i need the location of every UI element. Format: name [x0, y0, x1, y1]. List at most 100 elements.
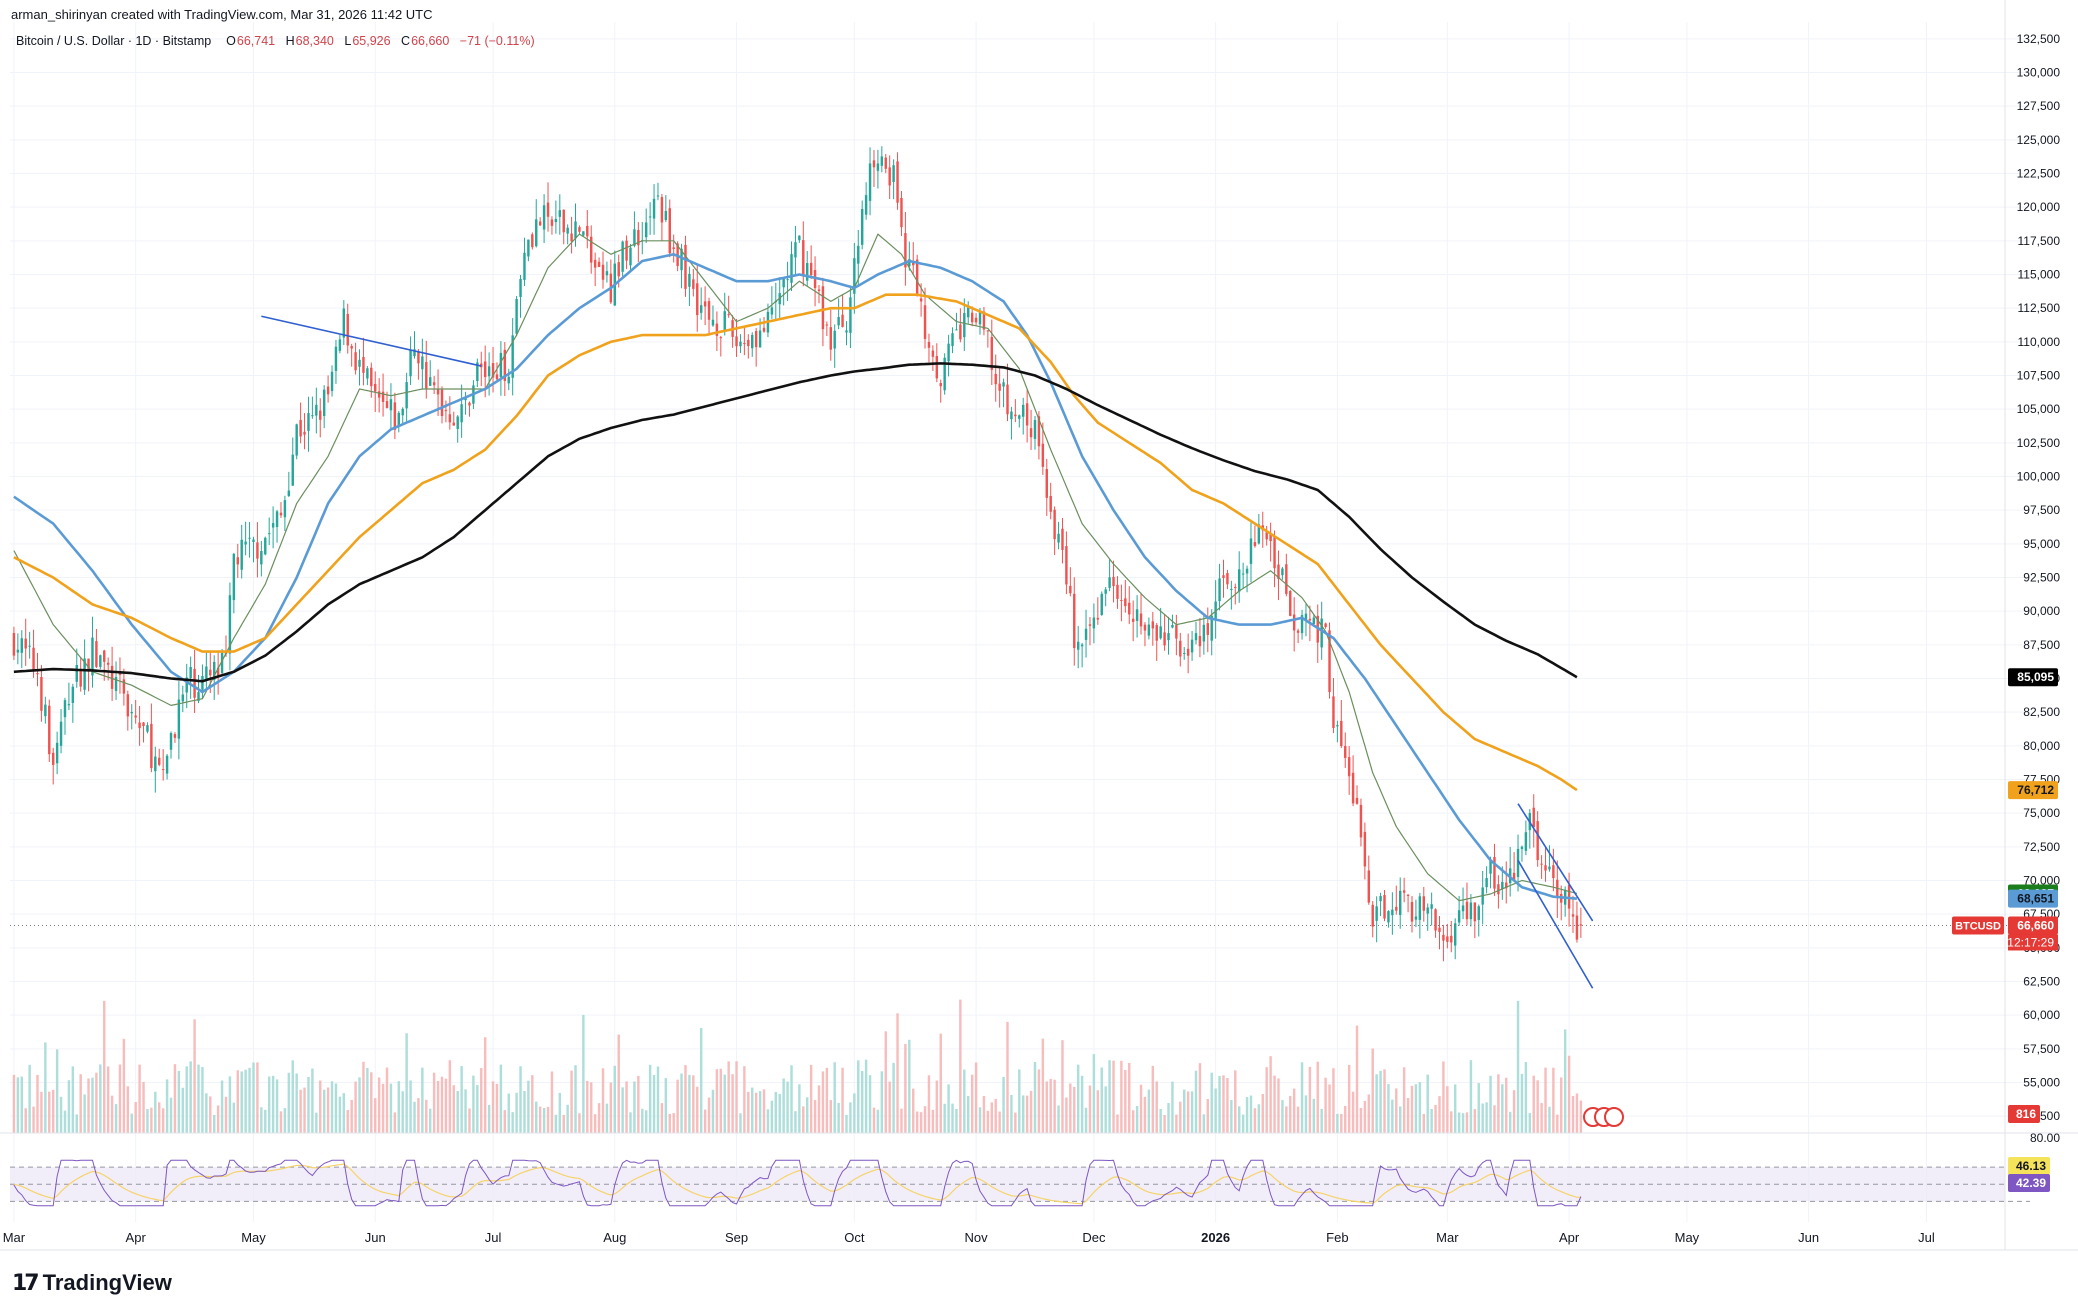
candle-body: [515, 298, 518, 334]
candle-body: [629, 247, 632, 266]
y-tick-label: 112,500: [2018, 301, 2061, 315]
volume-bar: [778, 1093, 781, 1133]
volume-bar: [483, 1037, 487, 1133]
volume-bar: [138, 1064, 141, 1133]
volume-bar: [417, 1098, 420, 1133]
volume-bar: [1434, 1104, 1437, 1133]
candle-body: [939, 383, 942, 387]
candle-body: [963, 313, 966, 338]
tradingview-logo[interactable]: 17 TradingView: [12, 1270, 172, 1296]
volume-bar: [860, 1071, 864, 1133]
candle-body: [986, 330, 990, 332]
candle-body: [440, 389, 444, 417]
volume-bar: [609, 1082, 613, 1133]
volume-bar: [1418, 1082, 1422, 1133]
volume-bar: [362, 1061, 365, 1133]
volume-bar: [260, 1107, 263, 1133]
candle-body: [959, 324, 962, 340]
volume-bar: [1155, 1081, 1158, 1133]
volume-bar: [1347, 1064, 1351, 1133]
volume-bar: [409, 1080, 412, 1133]
volume-bar: [287, 1072, 291, 1133]
volume-bar: [578, 1113, 581, 1133]
volume-bar: [931, 1109, 935, 1133]
volume-bar: [1163, 1114, 1166, 1133]
volume-bar: [648, 1064, 652, 1133]
volume-bar: [1461, 1113, 1465, 1133]
volume-bar: [1167, 1103, 1170, 1133]
candle-body: [12, 633, 16, 656]
volume-bar: [460, 1066, 463, 1133]
candle-body: [244, 541, 247, 545]
volume-bar: [299, 1089, 302, 1133]
rsi-line: [13, 1159, 1582, 1207]
close-value: 66,660: [411, 34, 450, 48]
candle-body: [535, 219, 538, 247]
candle-body: [707, 301, 711, 320]
volume-bar: [959, 999, 962, 1133]
volume-bar: [1481, 1103, 1484, 1133]
volume-bar: [1076, 1064, 1080, 1133]
candle-body: [165, 755, 169, 774]
candle-body: [236, 557, 239, 565]
volume-label: 816: [2016, 1107, 2036, 1121]
candle-body: [1218, 578, 1221, 602]
candle-body: [558, 210, 562, 217]
symbol-legend: Bitcoin / U.S. Dollar · 1D · Bitstamp O6…: [16, 34, 542, 48]
candle-body: [1450, 935, 1453, 943]
candle-body: [1320, 618, 1323, 648]
volume-bar: [558, 1092, 562, 1133]
volume-bar: [1485, 1102, 1488, 1133]
candle-body: [322, 389, 326, 417]
candle-body: [350, 346, 353, 349]
volume-bar: [1406, 1097, 1410, 1133]
volume-bar: [955, 1108, 958, 1133]
volume-bar: [601, 1068, 605, 1133]
candle-body: [401, 408, 404, 416]
volume-bar: [1544, 1067, 1547, 1133]
volume-bar: [1387, 1084, 1390, 1133]
candle-body: [703, 301, 707, 307]
candle-body: [158, 757, 161, 765]
candle-body: [1163, 632, 1166, 646]
candle-body: [114, 677, 118, 691]
volume-bar: [696, 1086, 699, 1133]
candle-body: [1292, 614, 1296, 631]
candle-body: [1131, 618, 1135, 622]
countdown-label: 12:17:29: [2007, 935, 2054, 949]
candle-body: [570, 233, 573, 242]
candle-body: [1391, 909, 1394, 916]
candle-body: [523, 252, 526, 280]
candle-body: [63, 700, 67, 718]
volume-bar: [1198, 1063, 1202, 1133]
volume-bar: [476, 1084, 479, 1133]
volume-bar: [295, 1073, 298, 1133]
candle-body: [397, 412, 401, 426]
trend-lines[interactable]: [10, 315, 2030, 989]
candle-body: [923, 305, 927, 339]
volume-bar: [59, 1096, 63, 1133]
candle-body: [892, 165, 895, 183]
candle-body: [405, 382, 408, 409]
candle-body: [1069, 585, 1072, 594]
candle-body: [495, 374, 499, 380]
volume-bar: [774, 1091, 778, 1133]
volume-bar: [181, 1087, 185, 1133]
candle-body: [36, 673, 39, 675]
volume-bar: [1128, 1062, 1131, 1133]
candle-body: [1128, 602, 1131, 615]
price-label-bg: [2008, 889, 2058, 908]
candle-body: [550, 219, 554, 226]
volume-bar: [1575, 1093, 1579, 1133]
candle-body: [1084, 628, 1088, 640]
candle-body: [872, 160, 876, 168]
candle-body: [1410, 901, 1414, 922]
volume-bar: [758, 1091, 762, 1133]
candle-body: [389, 399, 393, 411]
candle-body: [99, 655, 102, 667]
y-tick-label: 97,500: [2023, 503, 2060, 517]
volume-bar: [574, 1065, 577, 1133]
candle-body: [1469, 902, 1473, 920]
candle-body: [538, 221, 542, 226]
